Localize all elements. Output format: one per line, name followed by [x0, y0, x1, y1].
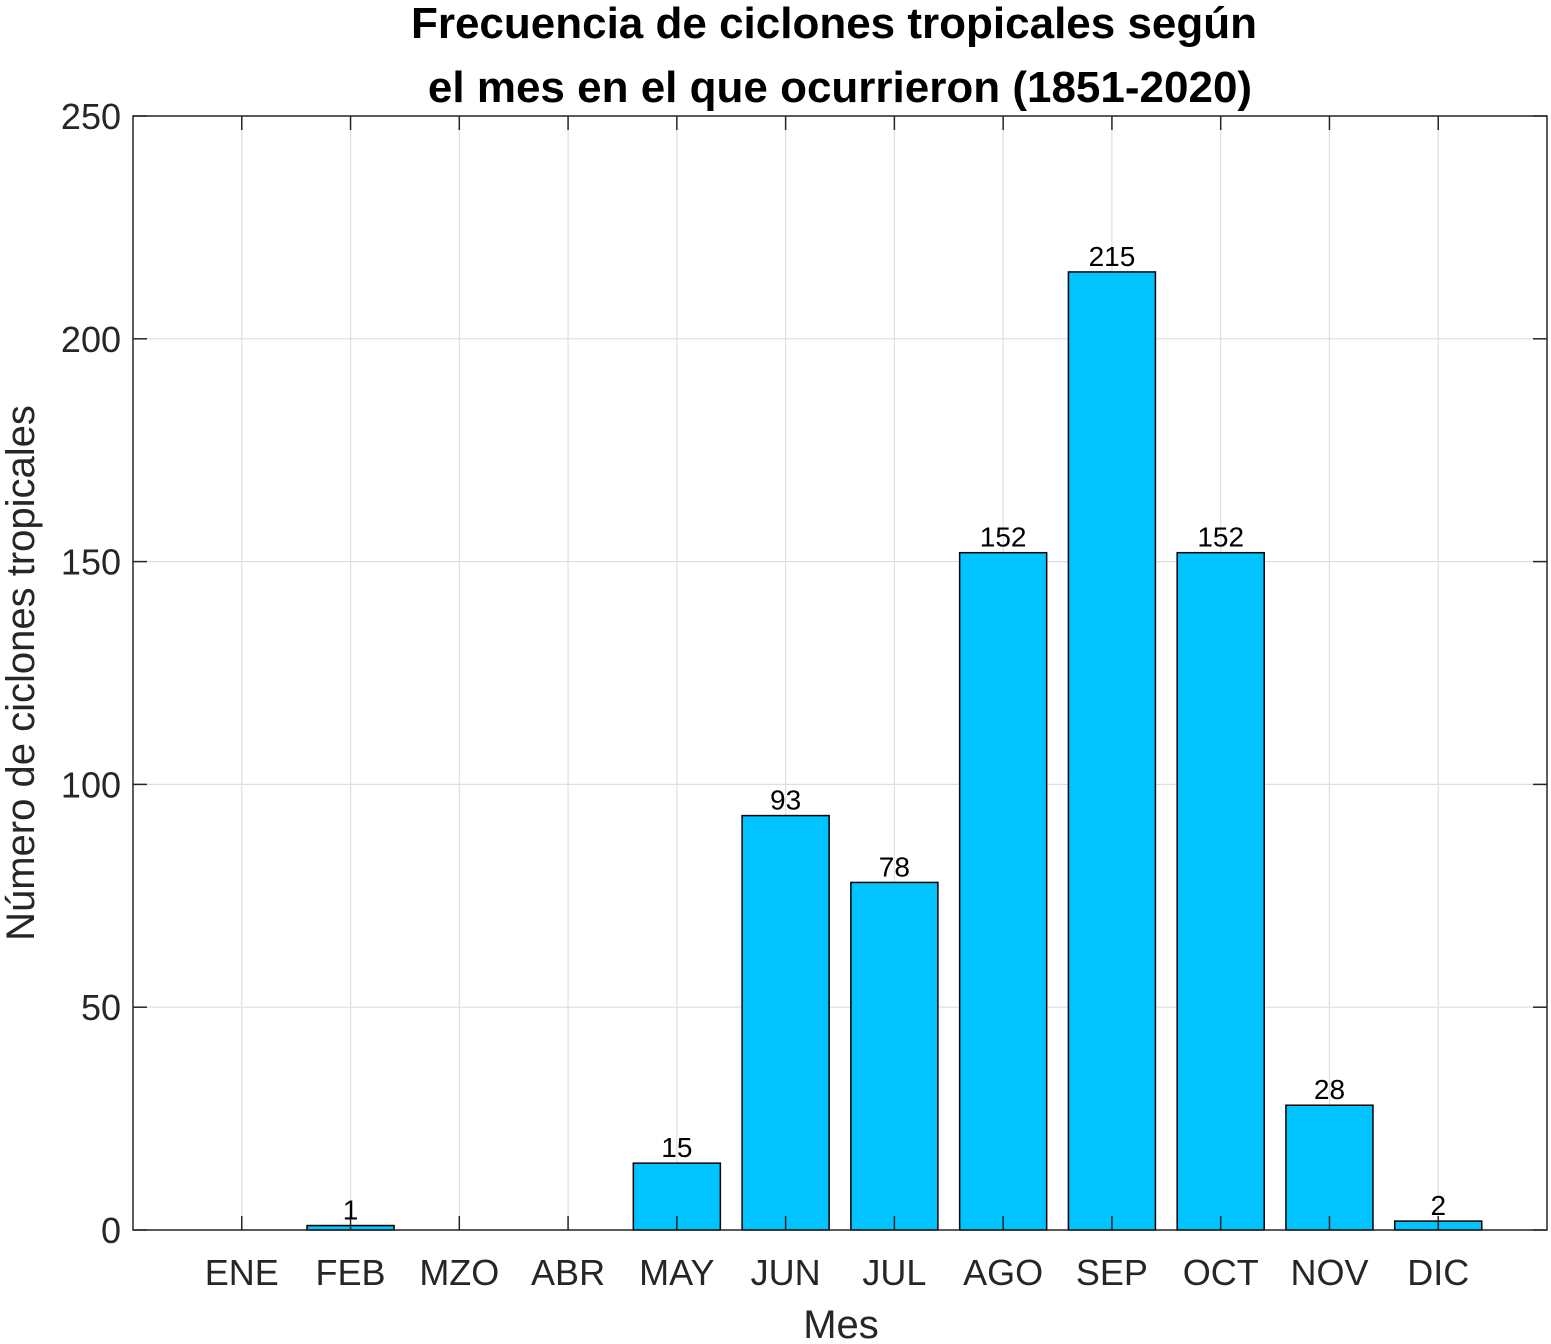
y-tick-label: 50 — [81, 987, 121, 1028]
bar-sep — [1067, 271, 1157, 1231]
x-tick-label-abr: ABR — [531, 1252, 605, 1293]
chart-title-line-1: Frecuencia de ciclones tropicales según — [411, 0, 1257, 48]
data-label-dic: 2 — [1430, 1190, 1446, 1221]
bars — [306, 271, 1483, 1231]
x-tick-label-sep: SEP — [1076, 1252, 1148, 1293]
x-tick-label-nov: NOV — [1290, 1252, 1368, 1293]
y-tick-label: 0 — [101, 1210, 121, 1251]
data-label-jun: 93 — [770, 785, 801, 816]
bar-ago — [958, 551, 1048, 1231]
bar-jun — [741, 814, 830, 1231]
x-tick-label-jun: JUN — [751, 1252, 821, 1293]
x-tick-label-ene: ENE — [205, 1252, 279, 1293]
data-label-jul: 78 — [879, 851, 910, 882]
y-axis-label: Número de ciclones tropicales — [0, 405, 43, 941]
x-tick-label-may: MAY — [639, 1252, 714, 1293]
x-tick-label-mzo: MZO — [419, 1252, 499, 1293]
x-tick-label-ago: AGO — [963, 1252, 1043, 1293]
data-label-oct: 152 — [1197, 522, 1244, 553]
data-label-may: 15 — [661, 1132, 692, 1163]
axis-ticks: 0 50 100 150 200 250 ENE FEB MZO ABR MAY JUN JUL AGO S… — [61, 96, 1547, 1293]
data-label-sep: 215 — [1089, 241, 1136, 272]
plot-area-frame — [132, 115, 1548, 1231]
data-label-nov: 28 — [1314, 1074, 1345, 1105]
data-label-ago: 152 — [980, 522, 1027, 553]
y-tick-label: 150 — [61, 542, 121, 583]
y-tick-label: 250 — [61, 96, 121, 137]
x-tick-label-feb: FEB — [316, 1252, 386, 1293]
bar-oct — [1176, 551, 1265, 1231]
data-label-feb: 1 — [343, 1195, 359, 1226]
x-tick-label-jul: JUL — [862, 1252, 926, 1293]
x-axis-label: Mes — [803, 1303, 879, 1344]
x-tick-label-dic: DIC — [1407, 1252, 1469, 1293]
bar-nov — [1285, 1104, 1374, 1231]
y-tick-label: 200 — [61, 319, 121, 360]
bar-jul — [850, 881, 939, 1231]
data-labels: 1 15 93 78 152 215 152 28 2 — [343, 241, 1446, 1226]
chart-title-line-2: el mes en el que ocurrieron (1851-2020) — [428, 63, 1252, 112]
x-tick-label-oct: OCT — [1183, 1252, 1259, 1293]
y-tick-label: 100 — [61, 764, 121, 805]
